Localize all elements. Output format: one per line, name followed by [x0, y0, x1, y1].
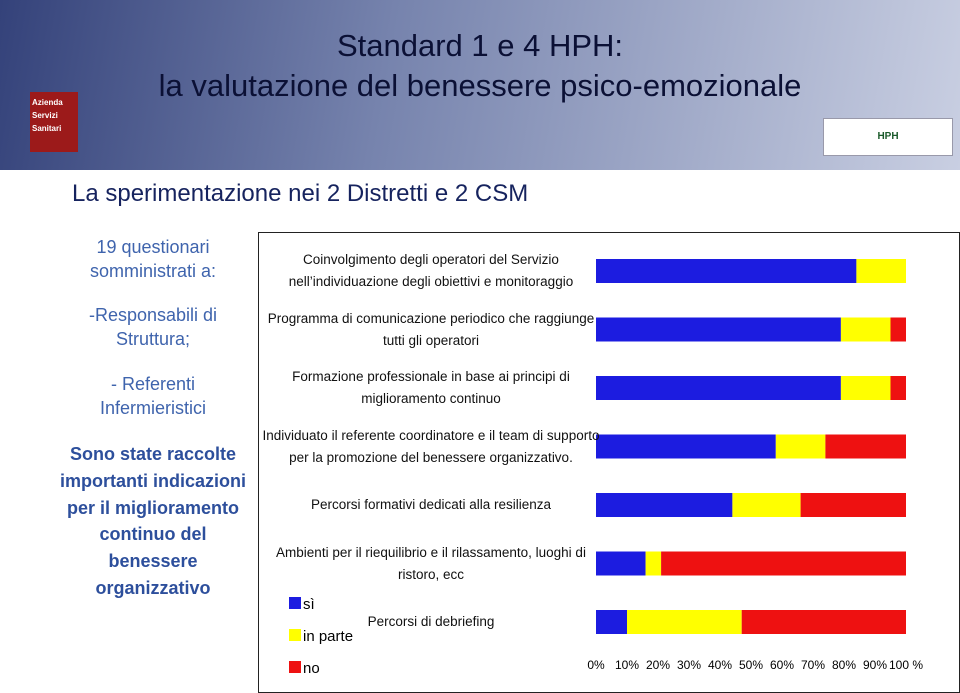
x-tick-label: 50% — [739, 658, 763, 672]
title-line: la valutazione del benessere psico-emozi… — [158, 68, 802, 103]
category-label: Coinvolgimento degli operatori del Servi… — [288, 252, 574, 289]
bar-segment — [825, 434, 906, 459]
x-tick-label: 0% — [587, 658, 605, 672]
legend-label: no — [303, 660, 320, 677]
bar-segment — [840, 317, 891, 342]
logo-text: Servizi — [32, 111, 58, 120]
x-tick-label: 30% — [677, 658, 701, 672]
bar-segment — [596, 493, 733, 517]
chart: 0% 10% 20% 30% 40% 50% 60% 70% 80% 90% 100 % sì in p… — [289, 259, 923, 677]
hph-logo: HPH — [823, 118, 953, 156]
bar-segment — [596, 551, 646, 576]
logo: Azienda Servizi Sanitari — [30, 92, 78, 152]
x-tick-label: 70% — [801, 658, 825, 672]
bar-segment — [800, 493, 906, 517]
bar-segment — [732, 493, 801, 517]
intro: 19 questionari somministrati a: — [89, 237, 217, 281]
x-tick-label: 40% — [708, 658, 732, 672]
bar-segment — [890, 376, 906, 400]
side-item: -Responsabili di Struttura; — [88, 305, 218, 349]
bar-segment — [596, 259, 857, 283]
bar-segment — [890, 317, 906, 342]
legend-label: sì — [303, 596, 315, 613]
x-tick-label: 20% — [646, 658, 670, 672]
category-label: Formazione professionale in base ai prin… — [292, 369, 570, 406]
x-tick-label: 90% — [863, 658, 887, 672]
bar-segment — [596, 376, 841, 400]
category-label: Ambienti per il riequilibrio e il rilass… — [276, 544, 586, 582]
bar-segment — [645, 551, 662, 576]
legend-swatch — [289, 597, 301, 609]
bar-segment — [596, 610, 627, 634]
bar-segment — [741, 610, 906, 634]
category-label: Percorsi formativi dedicati alla resilie… — [310, 497, 552, 512]
subtitle: La sperimentazione nei 2 Distretti e 2 C… — [72, 180, 529, 207]
bar-segment — [596, 434, 776, 459]
logo-text: Sanitari — [32, 124, 62, 133]
bar-segment — [856, 259, 906, 283]
category-label: Percorsi di debriefing — [367, 614, 495, 629]
category-label: Individuato il referente coordinatore e … — [262, 427, 600, 465]
bar-segment — [596, 317, 841, 342]
x-tick-label: 100 % — [889, 658, 923, 672]
bar-segment — [775, 434, 826, 459]
logo-text: Azienda — [32, 98, 63, 107]
header-banner: Standard 1 e 4 HPH: la valutazione del b… — [0, 0, 960, 170]
note: Sono state raccolte importanti indicazio… — [59, 444, 246, 598]
x-tick-label: 80% — [832, 658, 856, 672]
bar-segment — [840, 376, 891, 400]
bar-segment — [627, 610, 742, 634]
legend-swatch — [289, 661, 301, 673]
category-label: Programma di comunicazione periodico che… — [267, 310, 595, 348]
side-item: - Referenti Infermieristici — [99, 374, 206, 418]
legend-label: in parte — [303, 628, 353, 645]
chart-box: 0% 10% 20% 30% 40% 50% 60% 70% 80% 90% 100 % sì in p… — [258, 232, 960, 693]
legend-swatch — [289, 629, 301, 641]
bar-segment — [661, 551, 906, 576]
x-tick-label: 10% — [615, 658, 639, 672]
title-line: Standard 1 e 4 HPH: — [336, 28, 624, 63]
x-tick-label: 60% — [770, 658, 794, 672]
